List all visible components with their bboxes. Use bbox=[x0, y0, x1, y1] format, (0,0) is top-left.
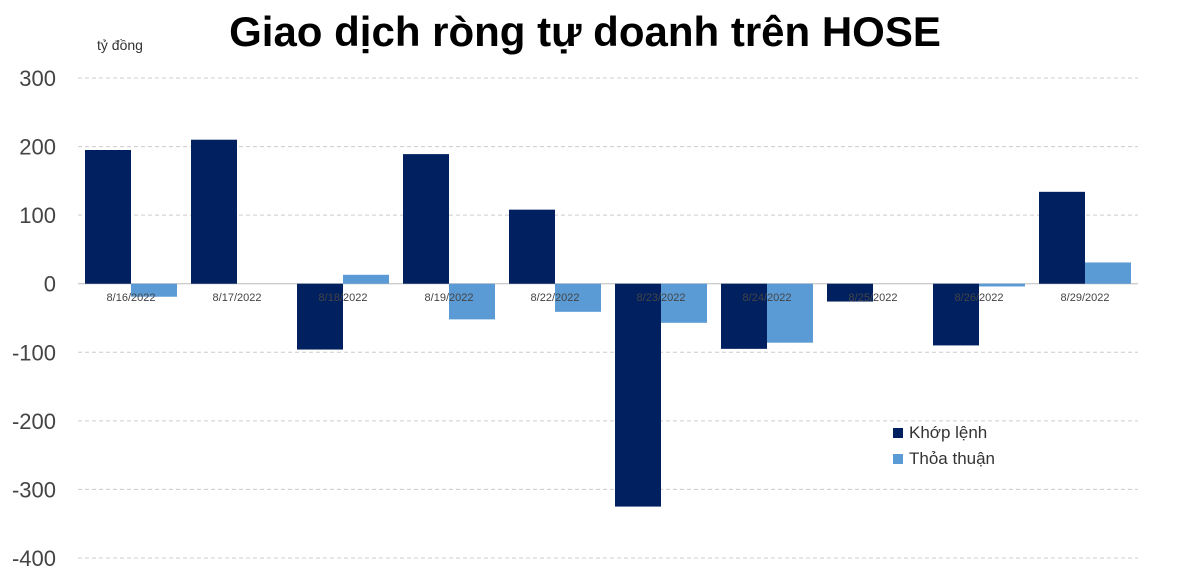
y-tick-label: 100 bbox=[19, 203, 56, 228]
bar bbox=[509, 209, 555, 284]
bar bbox=[343, 274, 389, 284]
legend-label: Khớp lệnh bbox=[909, 423, 988, 442]
y-tick-label: -200 bbox=[12, 409, 56, 434]
x-tick-label: 8/29/2022 bbox=[1061, 292, 1110, 304]
legend: Khớp lệnh Thỏa thuận bbox=[893, 420, 995, 472]
x-tick-label: 8/24/2022 bbox=[743, 292, 792, 304]
bar bbox=[767, 283, 813, 343]
bar bbox=[403, 154, 449, 284]
bar bbox=[1085, 262, 1131, 284]
bar bbox=[85, 150, 131, 284]
bar bbox=[979, 283, 1025, 287]
bar bbox=[191, 139, 237, 284]
x-tick-label: 8/18/2022 bbox=[319, 292, 368, 304]
x-tick-label: 8/22/2022 bbox=[531, 292, 580, 304]
bar bbox=[721, 283, 767, 349]
bar bbox=[449, 283, 495, 320]
y-tick-label: 0 bbox=[44, 272, 56, 297]
x-tick-label: 8/25/2022 bbox=[849, 292, 898, 304]
y-axis-label: tỷ đồng bbox=[97, 37, 143, 53]
legend-label: Thỏa thuận bbox=[909, 449, 996, 468]
x-tick-label: 8/26/2022 bbox=[955, 292, 1004, 304]
y-tick-label: -400 bbox=[12, 546, 56, 571]
bar bbox=[297, 283, 343, 350]
y-tick-label: 200 bbox=[19, 135, 56, 160]
x-tick-label: 8/23/2022 bbox=[637, 292, 686, 304]
y-tick-label: 300 bbox=[19, 66, 56, 91]
bar bbox=[661, 283, 707, 323]
legend-item: Thỏa thuận bbox=[893, 446, 995, 472]
legend-swatch bbox=[893, 428, 903, 438]
bar bbox=[131, 283, 177, 297]
legend-swatch bbox=[893, 454, 903, 464]
bar bbox=[555, 283, 601, 312]
y-tick-label: -100 bbox=[12, 340, 56, 365]
x-tick-label: 8/16/2022 bbox=[107, 292, 156, 304]
y-tick-label: -300 bbox=[12, 477, 56, 502]
bar bbox=[827, 283, 873, 302]
x-tick-label: 8/19/2022 bbox=[425, 292, 474, 304]
chart-title: Giao dịch ròng tự doanh trên HOSE bbox=[229, 8, 941, 55]
bar bbox=[615, 283, 661, 507]
legend-item: Khớp lệnh bbox=[893, 420, 995, 446]
x-tick-label: 8/17/2022 bbox=[213, 292, 262, 304]
bar bbox=[1039, 191, 1085, 284]
bar bbox=[933, 283, 979, 346]
